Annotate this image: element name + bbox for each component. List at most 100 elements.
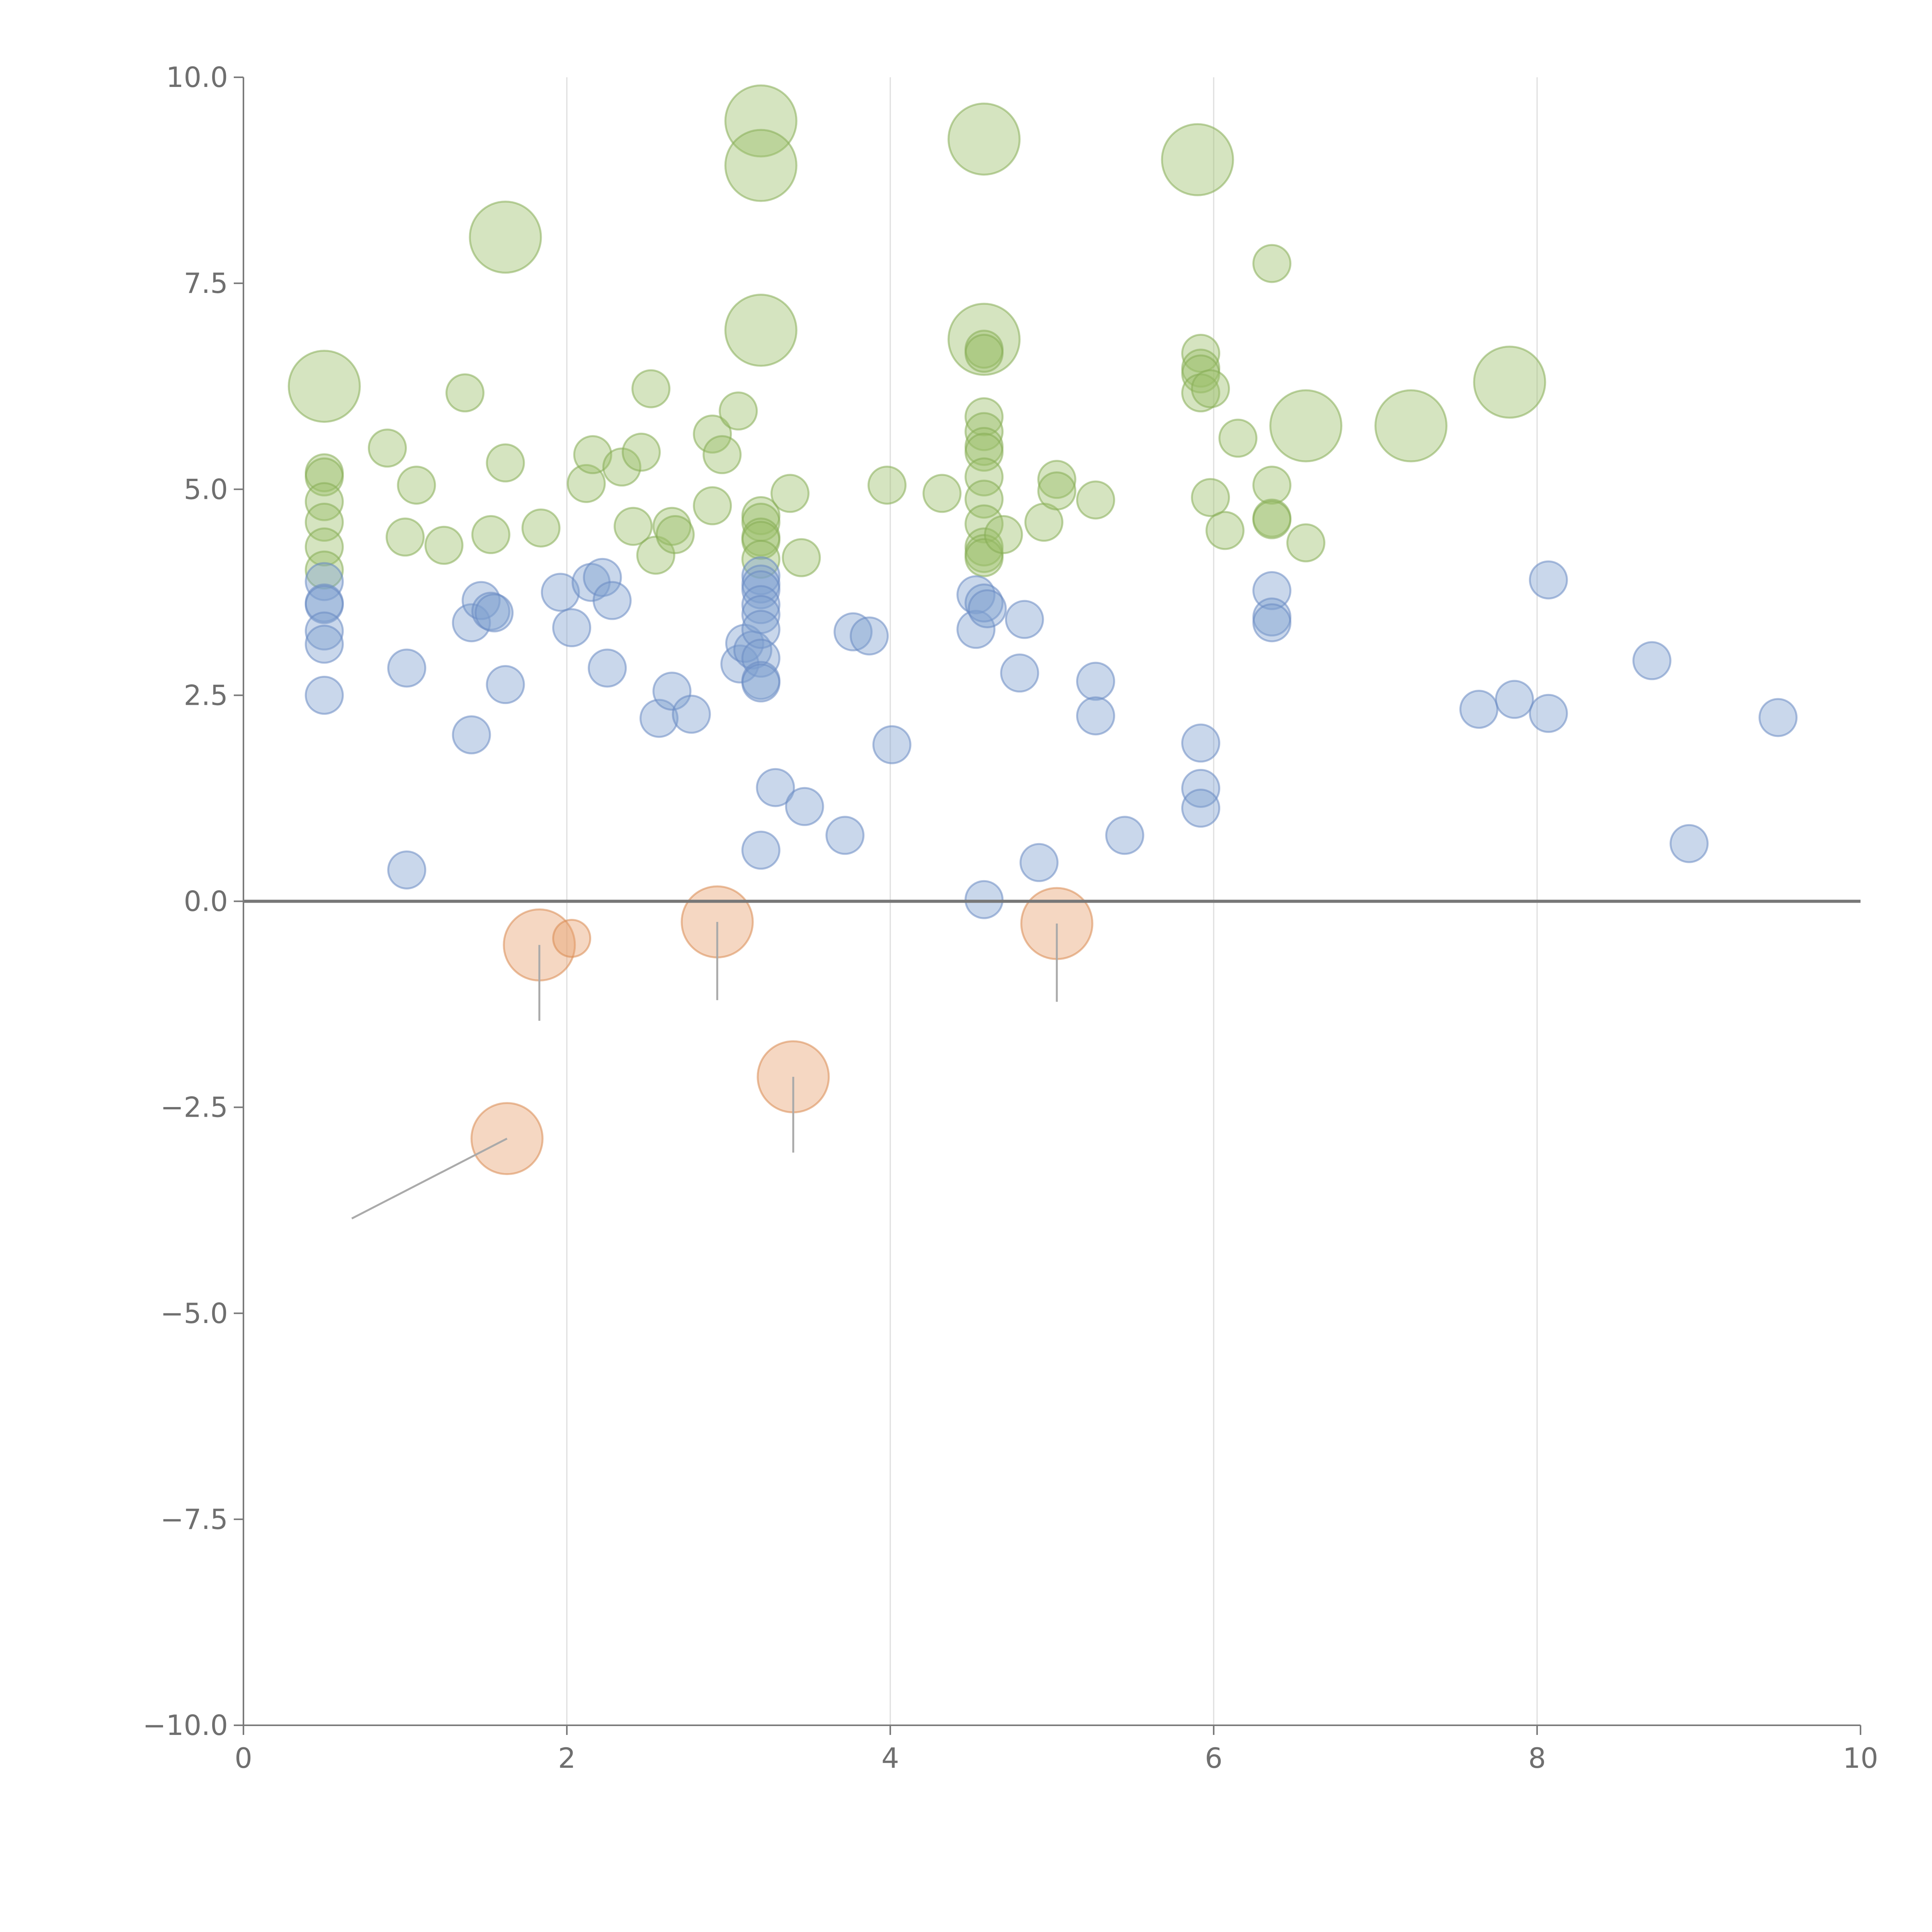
bubble-blue[interactable] <box>741 556 781 595</box>
bubble-blue[interactable] <box>741 595 781 634</box>
bubble-blue[interactable] <box>652 672 692 711</box>
bubble-green[interactable] <box>1473 345 1546 419</box>
bubble-green[interactable] <box>782 538 821 577</box>
bubble-blue[interactable] <box>1105 816 1145 855</box>
bubble-blue[interactable] <box>541 573 580 612</box>
bubble-green[interactable] <box>602 447 641 487</box>
bubble-blue[interactable] <box>956 610 996 649</box>
bubble-blue[interactable] <box>304 675 344 715</box>
bubble-green[interactable] <box>1374 389 1448 463</box>
bubble-green[interactable] <box>724 294 798 367</box>
bubble-green[interactable] <box>702 435 742 474</box>
bubble-blue[interactable] <box>1019 843 1059 882</box>
bubble-green[interactable] <box>304 527 344 567</box>
bubble-green[interactable] <box>397 466 436 505</box>
bubble-green[interactable] <box>724 84 798 158</box>
bubble-blue[interactable] <box>1181 769 1221 808</box>
bubble-blue[interactable] <box>1076 696 1115 736</box>
bubble-green[interactable] <box>724 129 798 202</box>
bubble-green[interactable] <box>573 435 612 474</box>
bubble-blue[interactable] <box>474 593 514 633</box>
bubble-green[interactable] <box>655 515 695 554</box>
bubble-blue[interactable] <box>756 768 795 807</box>
bubble-green[interactable] <box>947 102 1021 176</box>
bubble-blue[interactable] <box>672 694 711 734</box>
bubble-green[interactable] <box>984 515 1023 554</box>
bubble-green[interactable] <box>1037 460 1077 499</box>
bubble-green[interactable] <box>287 350 361 423</box>
bubble-blue[interactable] <box>1759 698 1798 737</box>
bubble-blue[interactable] <box>1181 789 1221 828</box>
bubble-green[interactable] <box>386 517 425 557</box>
bubble-blue[interactable] <box>588 648 627 688</box>
bubble-blue[interactable] <box>1632 641 1672 680</box>
bubble-green[interactable] <box>622 432 661 472</box>
bubble-green[interactable] <box>964 397 1004 437</box>
bubble-green[interactable] <box>486 443 525 483</box>
bubble-blue[interactable] <box>1495 680 1534 719</box>
bubble-blue[interactable] <box>741 610 781 649</box>
bubble-green[interactable] <box>304 550 344 590</box>
bubble-blue[interactable] <box>833 612 873 651</box>
bubble-blue[interactable] <box>304 624 344 664</box>
bubble-green[interactable] <box>1218 418 1258 458</box>
bubble-green[interactable] <box>693 486 732 526</box>
bubble-green[interactable] <box>1252 466 1292 505</box>
bubble-green[interactable] <box>964 504 1004 544</box>
bubble-blue[interactable] <box>304 562 344 601</box>
bubble-green[interactable] <box>719 391 758 431</box>
bubble-blue[interactable] <box>486 665 525 704</box>
bubble-green[interactable] <box>1269 389 1343 463</box>
bubble-blue[interactable] <box>387 850 427 889</box>
bubble-green[interactable] <box>1161 123 1234 196</box>
bubble-blue[interactable] <box>1181 723 1221 763</box>
bubble-blue[interactable] <box>741 830 781 870</box>
bubble-green[interactable] <box>867 466 907 505</box>
bubble-green[interactable] <box>304 482 344 521</box>
bubble-blue[interactable] <box>592 581 632 620</box>
bubble-blue[interactable] <box>583 558 622 597</box>
bubble-blue[interactable] <box>964 583 1004 623</box>
bubble-blue[interactable] <box>1076 662 1115 701</box>
bubble-blue[interactable] <box>1252 603 1292 643</box>
bubble-green[interactable] <box>1181 373 1221 413</box>
bubble-green[interactable] <box>1191 478 1230 517</box>
bubble-green[interactable] <box>631 369 671 408</box>
bubble-green[interactable] <box>471 515 510 554</box>
bubble-green[interactable] <box>770 474 810 513</box>
bubble-blue[interactable] <box>452 715 491 755</box>
bubble-green[interactable] <box>1205 511 1245 550</box>
bubble-green[interactable] <box>1191 369 1230 408</box>
bubble-blue[interactable] <box>1000 653 1039 693</box>
bubble-blue[interactable] <box>1529 694 1568 733</box>
bubble-blue[interactable] <box>872 725 912 764</box>
bubble-green[interactable] <box>964 457 1004 497</box>
bubble-blue[interactable] <box>387 648 427 688</box>
bubble-green[interactable] <box>964 333 1004 373</box>
bubble-blue[interactable] <box>785 787 824 826</box>
bubble-green[interactable] <box>521 508 561 548</box>
bubble-green[interactable] <box>1252 244 1292 283</box>
bubble-blue[interactable] <box>968 589 1007 628</box>
bubble-blue[interactable] <box>964 880 1004 919</box>
bubble-green[interactable] <box>1037 471 1077 511</box>
bubble-green[interactable] <box>424 526 464 565</box>
bubble-green[interactable] <box>964 538 1004 577</box>
bubble-green[interactable] <box>922 474 962 513</box>
bubble-green[interactable] <box>964 412 1004 451</box>
bubble-orange[interactable] <box>552 918 592 958</box>
bubble-blue[interactable] <box>1529 560 1568 600</box>
bubble-blue[interactable] <box>825 816 865 855</box>
bubble-blue[interactable] <box>1459 690 1498 729</box>
bubble-green[interactable] <box>1252 500 1292 539</box>
bubble-green[interactable] <box>1286 523 1326 563</box>
bubble-green[interactable] <box>469 201 542 274</box>
bubble-green[interactable] <box>445 373 485 413</box>
bubble-blue[interactable] <box>1669 824 1709 863</box>
bubble-blue[interactable] <box>452 603 491 643</box>
bubble-blue[interactable] <box>850 616 889 656</box>
bubble-blue[interactable] <box>304 611 344 651</box>
bubble-blue[interactable] <box>741 663 781 702</box>
bubble-blue[interactable] <box>1005 600 1044 639</box>
bubble-green[interactable] <box>566 464 606 503</box>
